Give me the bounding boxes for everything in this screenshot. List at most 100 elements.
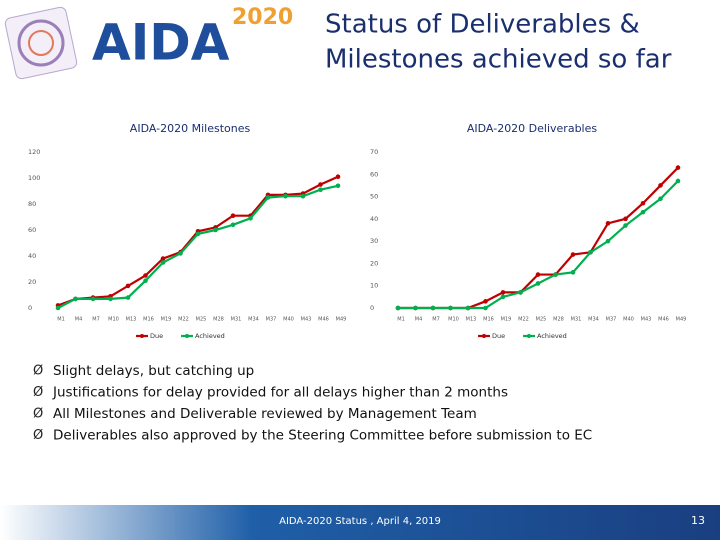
x-tick-label: M22 (518, 317, 529, 323)
bullet-text: Slight delays, but catching up (53, 363, 254, 379)
bullet-marker: Ø (33, 428, 43, 443)
bullet-marker: Ø (33, 385, 43, 400)
logo-icon (4, 6, 78, 80)
data-point (518, 290, 523, 295)
data-point (640, 200, 646, 206)
x-tick-label: M34 (248, 317, 259, 323)
data-point (675, 178, 681, 184)
data-point (160, 256, 166, 261)
legend-label: Due (492, 332, 505, 340)
x-tick-label: M40 (283, 317, 294, 323)
data-point (553, 272, 558, 277)
x-tick-label: M37 (606, 317, 617, 323)
bullet-text: All Milestones and Deliverable reviewed … (53, 406, 477, 422)
data-point (588, 249, 593, 255)
x-tick-label: M34 (588, 317, 599, 323)
data-point (500, 294, 506, 300)
chart-title: AIDA-2020 Milestones (130, 122, 251, 135)
data-point (640, 209, 646, 215)
legend-label: Achieved (537, 332, 567, 340)
data-point (195, 231, 201, 237)
data-point (318, 182, 323, 187)
data-point (160, 260, 166, 265)
x-tick-label: M43 (641, 317, 652, 323)
x-tick-label: M49 (676, 317, 687, 323)
x-tick-label: M7 (92, 317, 100, 323)
legend-marker (140, 334, 144, 338)
data-point (483, 299, 488, 304)
x-tick-label: M16 (483, 317, 494, 323)
x-tick-label: M19 (501, 317, 512, 323)
data-point (335, 174, 341, 179)
data-point (335, 183, 341, 189)
data-point (108, 296, 113, 302)
data-point (430, 305, 436, 311)
y-tick-label: 40 (28, 252, 36, 260)
legend-marker (527, 334, 531, 338)
data-point (465, 305, 471, 311)
data-point (658, 183, 663, 188)
x-tick-label: M22 (178, 317, 189, 323)
y-tick-label: 0 (370, 304, 374, 312)
data-point (178, 251, 183, 256)
slide-title: Status of Deliverables & (325, 10, 640, 40)
data-point (125, 283, 131, 289)
y-tick-label: 80 (28, 200, 36, 208)
y-tick-label: 70 (370, 148, 378, 156)
data-point (570, 252, 576, 257)
y-tick-label: 20 (370, 259, 378, 267)
logo-year: 2020 (232, 5, 293, 30)
data-point (483, 305, 488, 311)
bullet-text: Deliverables also approved by the Steeri… (53, 428, 592, 444)
data-point (55, 305, 61, 311)
x-tick-label: M4 (415, 317, 423, 323)
data-point (230, 222, 236, 228)
data-point (413, 305, 418, 311)
y-tick-label: 10 (370, 282, 378, 290)
x-tick-label: M10 (108, 317, 119, 323)
bullet-marker: Ø (33, 364, 43, 379)
legend-marker (482, 334, 486, 338)
x-tick-label: M43 (301, 317, 312, 323)
legend-label: Due (150, 332, 163, 340)
y-tick-label: 20 (28, 278, 36, 286)
data-point (675, 165, 681, 170)
data-point (658, 196, 663, 202)
bullet-text: Justifications for delay provided for al… (52, 385, 508, 401)
bullet-marker: Ø (33, 407, 43, 422)
data-point (143, 273, 148, 278)
data-point (570, 270, 576, 275)
y-tick-label: 40 (370, 215, 378, 223)
data-point (500, 290, 506, 295)
data-point (143, 278, 148, 284)
legend-label: Achieved (195, 332, 225, 340)
data-point (283, 193, 288, 199)
x-tick-label: M16 (143, 317, 154, 323)
x-tick-label: M46 (318, 317, 329, 323)
data-point (623, 223, 628, 228)
x-tick-label: M1 (57, 317, 65, 323)
x-tick-label: M49 (336, 317, 347, 323)
data-point (535, 281, 541, 286)
page-number: 13 (691, 514, 705, 527)
series-line (398, 180, 679, 310)
slide-title: Milestones achieved so far (325, 45, 672, 75)
data-point (213, 227, 218, 233)
data-point (230, 213, 236, 218)
x-tick-label: M13 (126, 317, 137, 323)
x-tick-label: M25 (196, 317, 207, 323)
data-point (90, 296, 96, 302)
x-tick-label: M40 (623, 317, 634, 323)
y-tick-label: 0 (28, 304, 32, 312)
y-tick-label: 120 (28, 148, 40, 156)
x-tick-label: M19 (161, 317, 172, 323)
x-tick-label: M46 (658, 317, 669, 323)
y-tick-label: 60 (28, 226, 36, 234)
data-point (265, 195, 271, 200)
footer-bar (0, 505, 720, 540)
logo-text: AIDA (92, 14, 230, 72)
series-line (57, 184, 339, 309)
data-point (318, 187, 323, 192)
data-point (125, 295, 131, 300)
